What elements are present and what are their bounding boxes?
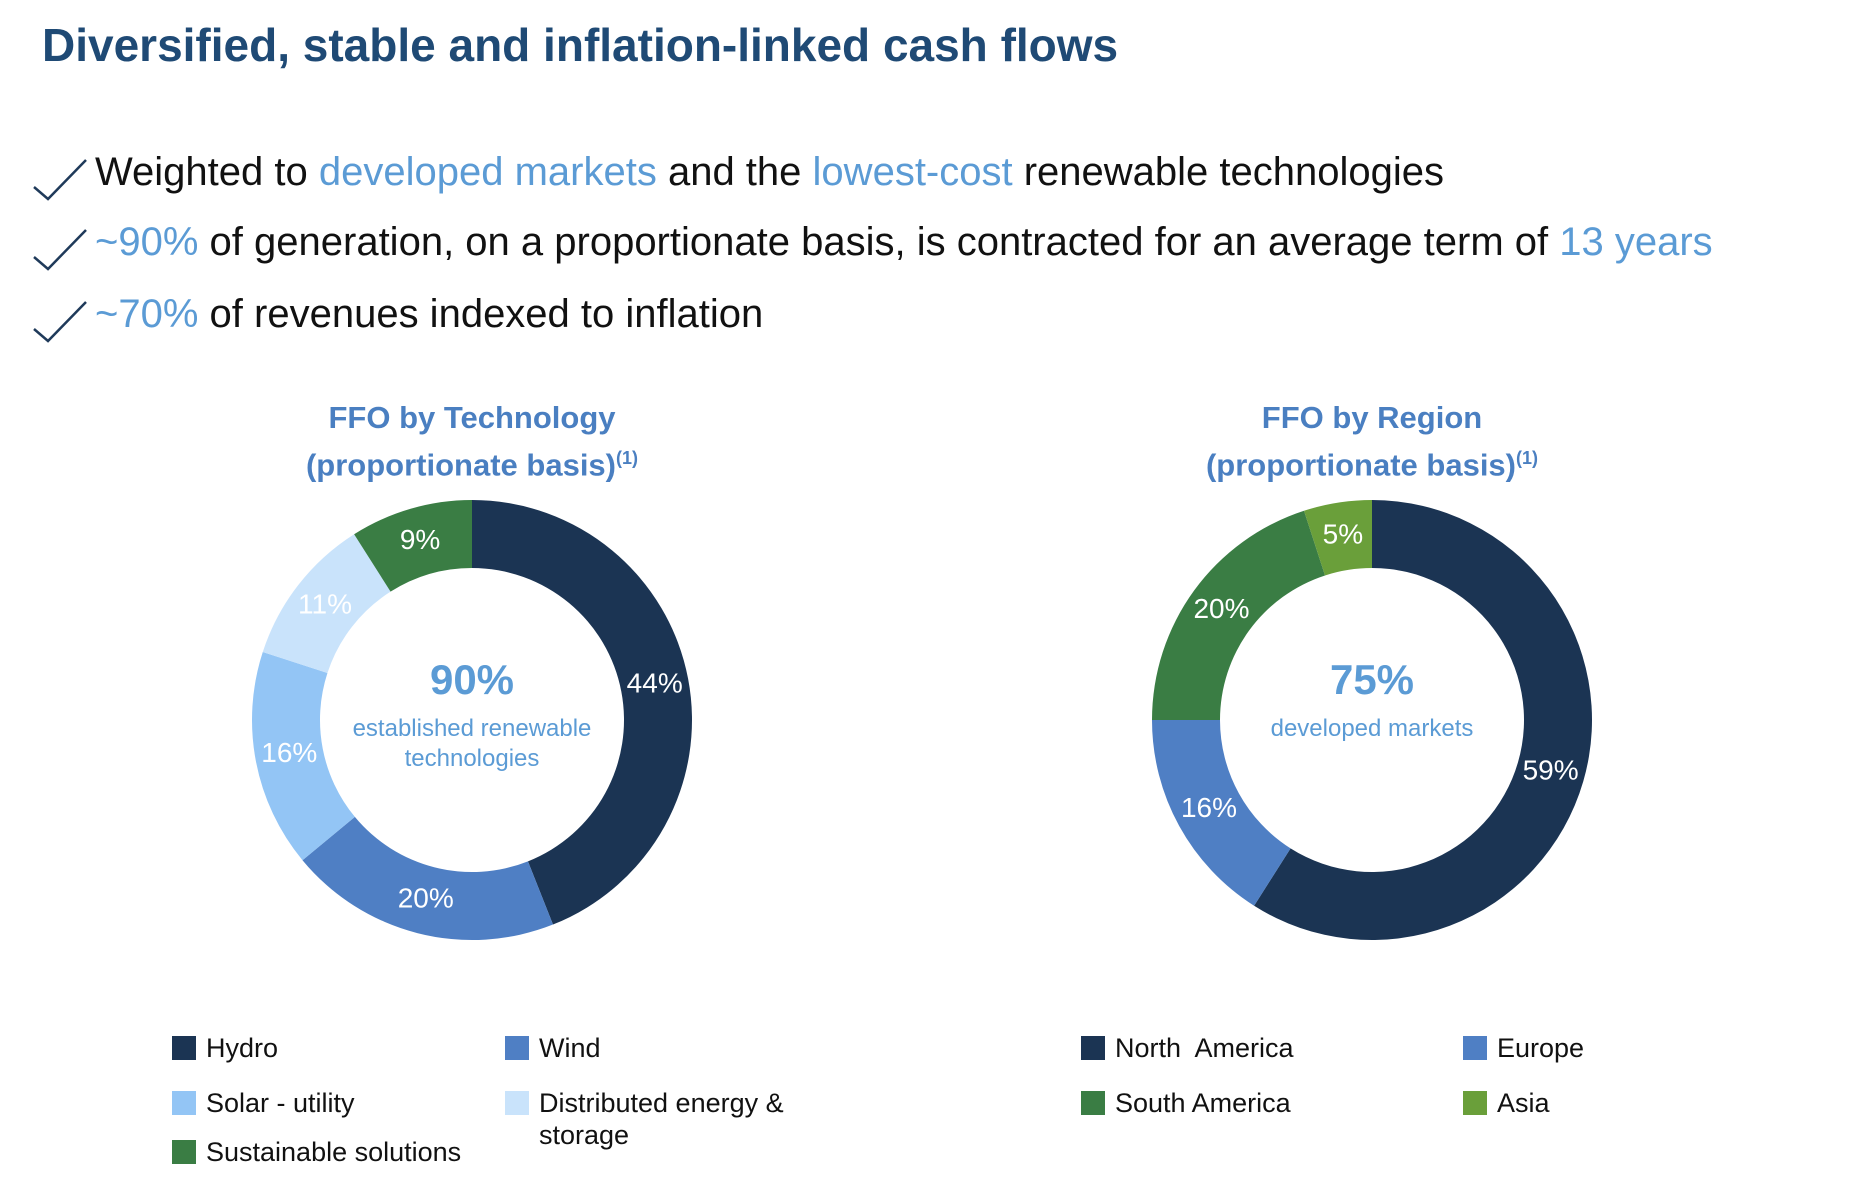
data-label: 9% bbox=[400, 524, 440, 555]
center-label: 75% developed markets bbox=[1242, 656, 1502, 744]
legend-text: Wind bbox=[539, 1033, 601, 1063]
legend-text: Hydro bbox=[206, 1033, 279, 1063]
text-segment: of revenues indexed to inflation bbox=[209, 292, 764, 336]
donut-segment bbox=[1304, 500, 1372, 576]
legend-text: Asia bbox=[1497, 1088, 1550, 1118]
center-value: 75% bbox=[1329, 656, 1415, 703]
legend-swatch bbox=[505, 1091, 529, 1115]
highlight-text: lowest-cost bbox=[812, 150, 1013, 194]
chart-title: FFO by Region (proportionate basis)(1) bbox=[1022, 398, 1722, 485]
legend-entry: Europe bbox=[1463, 1032, 1757, 1064]
donut-segment bbox=[262, 534, 391, 674]
donut-segment bbox=[251, 652, 355, 861]
data-label: 5% bbox=[1323, 519, 1363, 550]
legend-entry: Wind bbox=[505, 1032, 789, 1064]
bullet-text: Weighted to developed markets and the lo… bbox=[95, 150, 1444, 195]
text-segment: and the bbox=[667, 150, 802, 194]
data-label: 44% bbox=[627, 668, 683, 699]
chart-subtitle: (proportionate basis) bbox=[1205, 447, 1516, 483]
footnote-mark: (1) bbox=[616, 448, 638, 468]
chart-title-text: FFO by Technology bbox=[328, 400, 616, 435]
text-segment: renewable technologies bbox=[1023, 150, 1445, 194]
data-label: 16% bbox=[261, 737, 317, 768]
highlight-text: developed markets bbox=[318, 150, 657, 194]
legend-entry: South America bbox=[1081, 1087, 1375, 1119]
legend-swatch bbox=[1081, 1036, 1105, 1060]
legend-swatch bbox=[172, 1091, 196, 1115]
data-label: 11% bbox=[298, 588, 352, 619]
donut-segment bbox=[1152, 510, 1326, 720]
donut-segment bbox=[1152, 720, 1291, 906]
legend-entry: Sustainable solutions bbox=[172, 1136, 466, 1168]
legend-swatch bbox=[172, 1140, 196, 1164]
legend-swatch bbox=[1463, 1091, 1487, 1115]
data-label: 16% bbox=[1181, 792, 1237, 823]
data-label: 59% bbox=[1523, 754, 1579, 785]
legend-swatch bbox=[172, 1036, 196, 1060]
legend-swatch bbox=[505, 1036, 529, 1060]
legend-text: Distributed energy & storage bbox=[539, 1088, 784, 1150]
legend-entry: North America bbox=[1081, 1032, 1375, 1064]
center-text: developed markets bbox=[1270, 715, 1474, 742]
bullet-text: ~90% of generation, on a proportionate b… bbox=[95, 220, 1713, 265]
legend-swatch bbox=[1081, 1091, 1105, 1115]
legend-text: North America bbox=[1115, 1033, 1294, 1063]
legend-text: Europe bbox=[1497, 1033, 1585, 1063]
highlight-text: ~90% bbox=[95, 220, 199, 264]
center-label: 90% established renewable technologies bbox=[342, 656, 602, 774]
chart-subtitle: (proportionate basis) bbox=[305, 447, 616, 483]
donut-segment bbox=[354, 500, 472, 592]
legend-entry: Solar - utility bbox=[172, 1087, 466, 1119]
highlight-text: ~70% bbox=[95, 292, 199, 336]
legend-swatch bbox=[1463, 1036, 1487, 1060]
legend-entry: Asia bbox=[1463, 1087, 1757, 1119]
text-segment: Weighted to bbox=[95, 150, 308, 194]
data-label: 20% bbox=[1193, 593, 1249, 624]
footnote-mark: (1) bbox=[1516, 448, 1538, 468]
center-value: 90% bbox=[429, 656, 515, 703]
chart-title-text: FFO by Region bbox=[1261, 400, 1483, 435]
center-text: established renewable technologies bbox=[352, 715, 592, 772]
slide-title: Diversified, stable and inflation-linked… bbox=[42, 19, 1119, 71]
legend-entry: Distributed energy & storage bbox=[505, 1087, 789, 1151]
donut-segment bbox=[472, 500, 692, 925]
donut-segment bbox=[1254, 500, 1592, 940]
legend-text: Solar - utility bbox=[206, 1088, 355, 1118]
check-icons bbox=[33, 159, 87, 343]
data-label: 20% bbox=[398, 883, 454, 914]
text-segment: of generation, on a proportionate basis,… bbox=[209, 220, 1549, 264]
chart-title: FFO by Technology (proportionate basis)(1… bbox=[122, 398, 822, 485]
legend-text: South America bbox=[1115, 1088, 1291, 1118]
legend-entry: Hydro bbox=[172, 1032, 466, 1064]
legend-text: Sustainable solutions bbox=[206, 1137, 462, 1167]
highlight-text: 13 years bbox=[1559, 220, 1713, 264]
donut-segment bbox=[302, 816, 553, 940]
bullet-text: ~70% of revenues indexed to inflation bbox=[95, 292, 763, 337]
donuts: 44% 20% 16% 11% 9% 59% 16% 20% 5% bbox=[251, 500, 1592, 940]
